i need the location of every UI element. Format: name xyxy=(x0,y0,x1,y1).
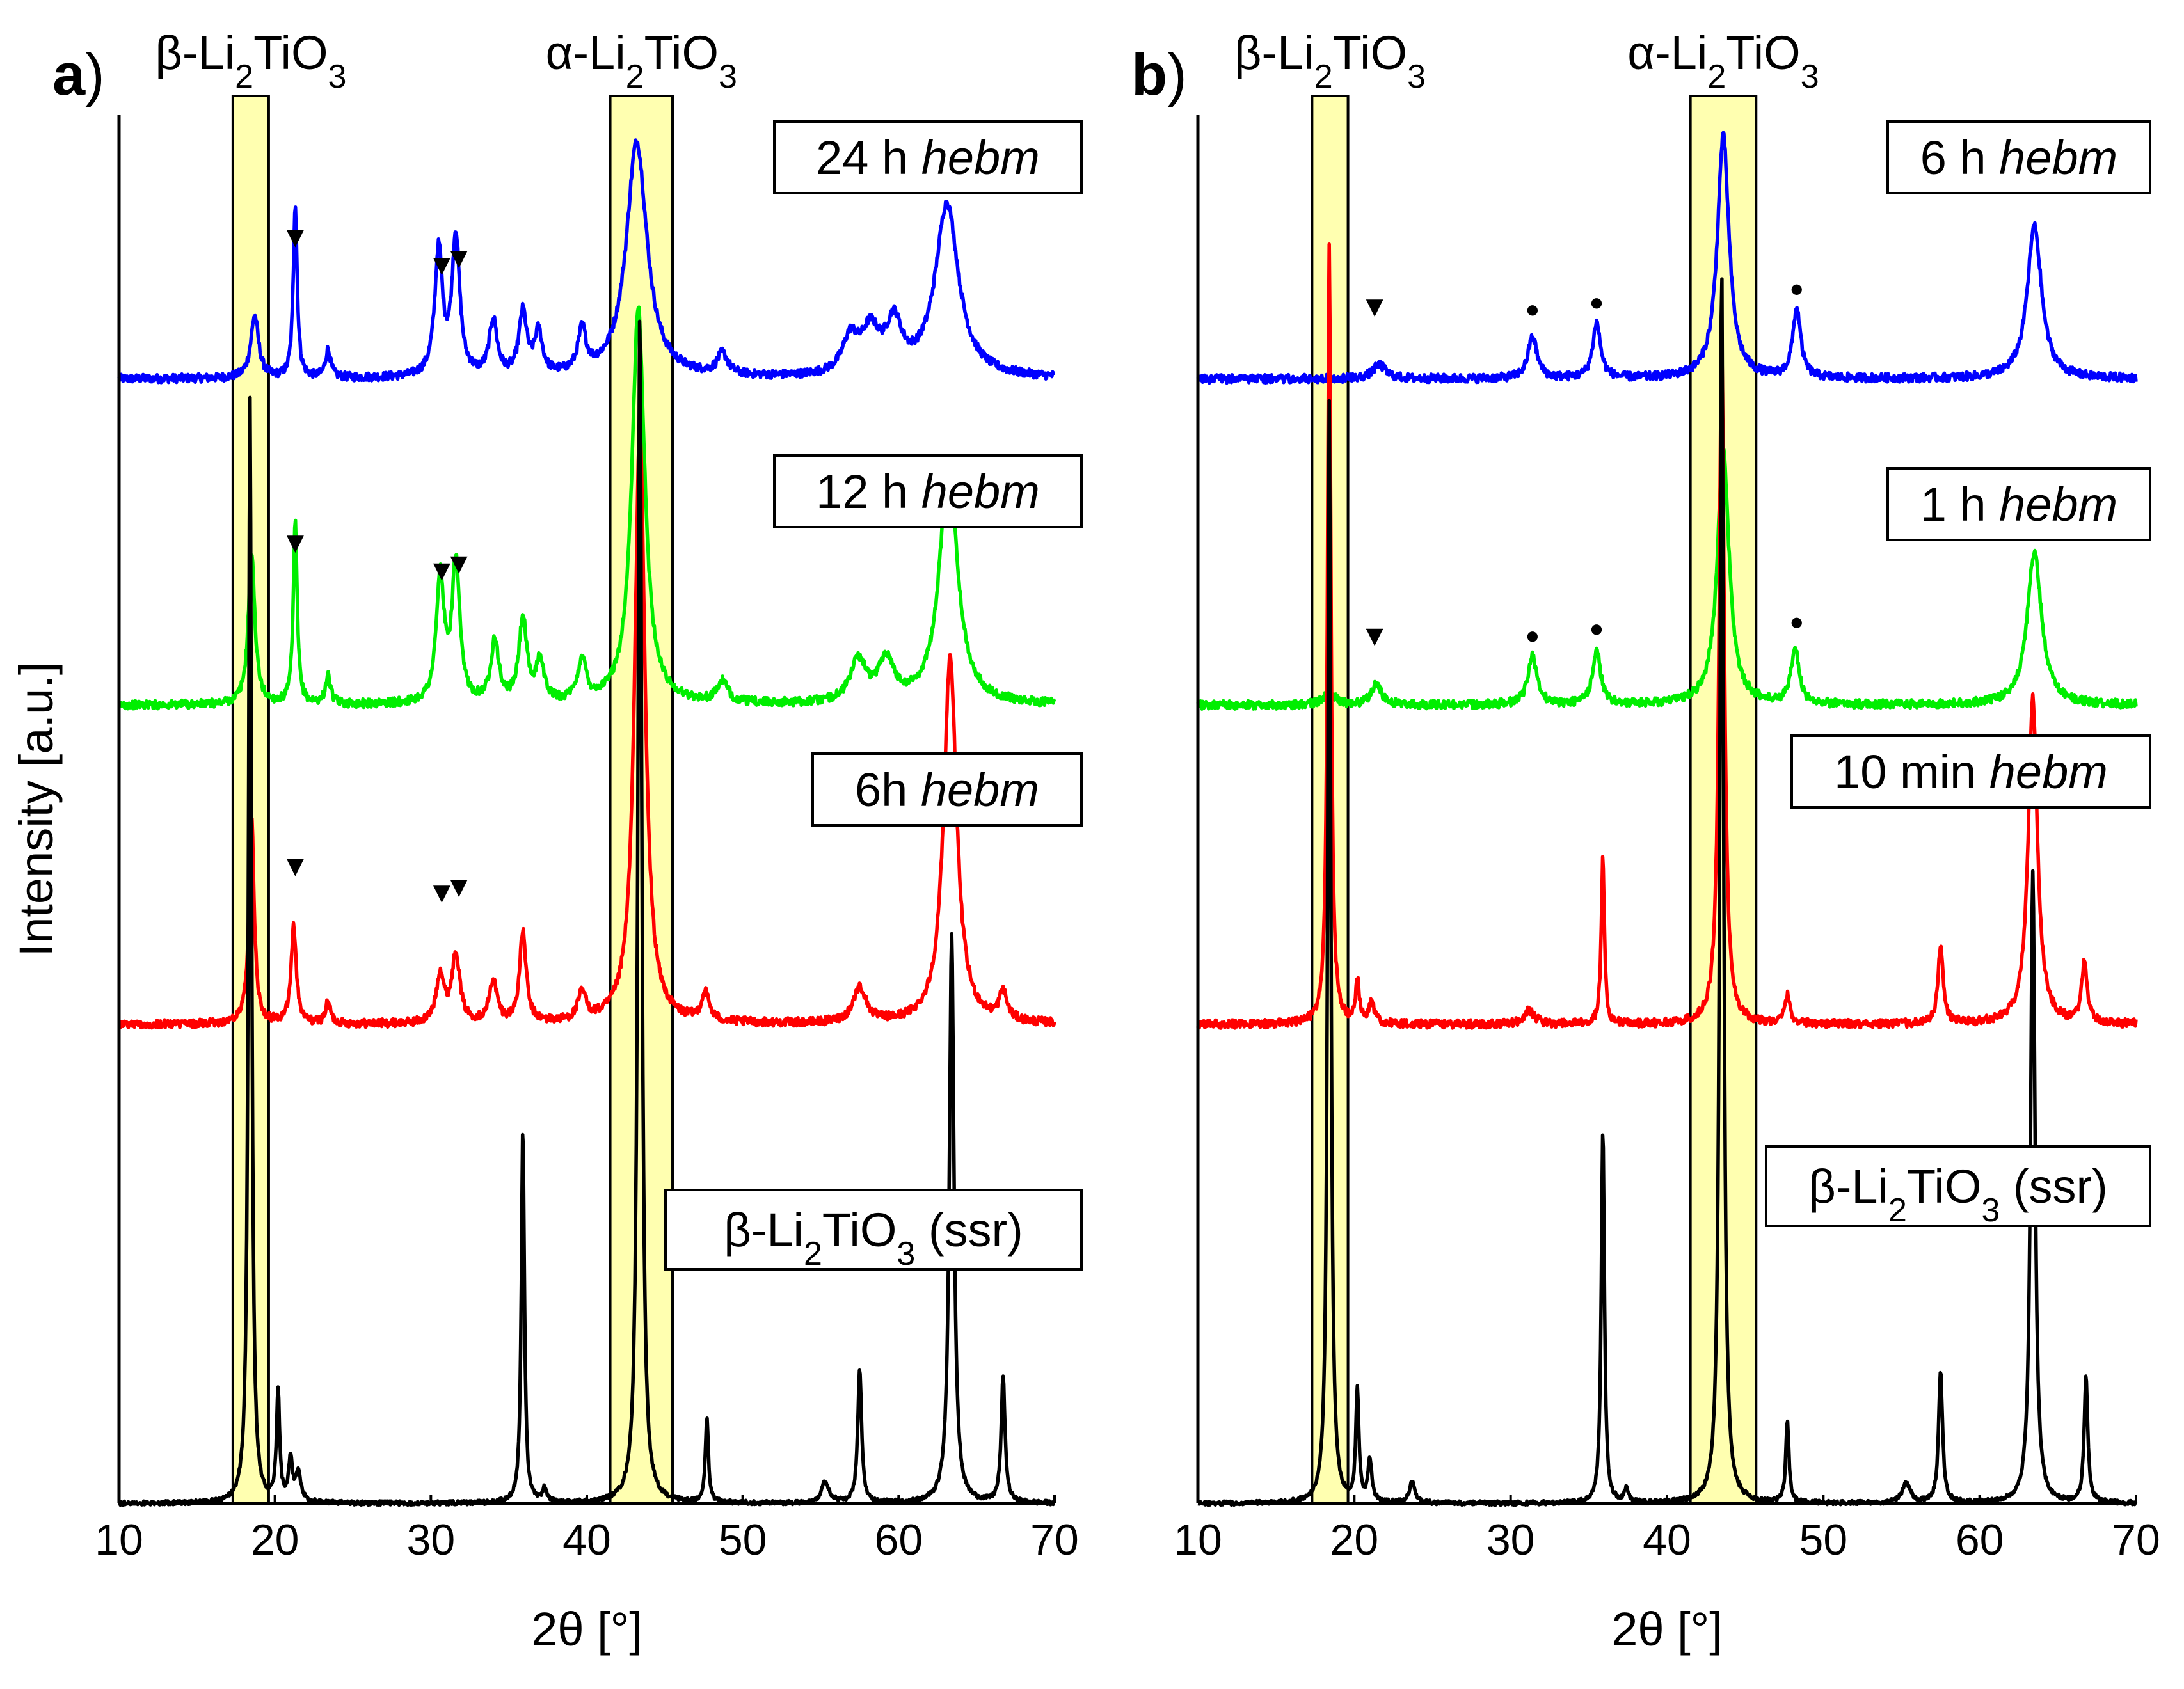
x-tick-label: 70 xyxy=(1030,1516,1079,1564)
x-tick-label: 20 xyxy=(251,1516,299,1564)
legend-box xyxy=(773,454,1083,528)
x-tick-label: 40 xyxy=(1643,1516,1691,1564)
legend-box xyxy=(1790,734,2151,809)
dot-marker: • xyxy=(1526,289,1539,332)
legend-box xyxy=(1765,1145,2151,1227)
legend-label: 10 min hebm xyxy=(1834,745,2108,798)
x-tick-label: 70 xyxy=(2112,1516,2160,1564)
triangle-marker: ▼ xyxy=(281,220,310,253)
legend-label: 1 h hebm xyxy=(1920,478,2118,531)
legend-box xyxy=(773,120,1083,194)
region-label-alpha: α-Li2TiO3 xyxy=(546,26,737,95)
triangle-marker: ▼ xyxy=(444,870,474,903)
dot-marker: • xyxy=(1526,615,1539,658)
x-tick-label: 50 xyxy=(1799,1516,1848,1564)
trace-6-h-hebm xyxy=(1196,131,2138,385)
triangle-marker: ▼ xyxy=(1360,290,1389,323)
panel-b: β-Li2TiO3 α-Li2TiO3 ▼ • • • 6 h hebm ▼ • • • 1 h he… xyxy=(1131,26,2160,1656)
x-tick-label: 30 xyxy=(1487,1516,1535,1564)
dot-marker: • xyxy=(1790,268,1803,311)
x-axis-title: 2θ [°] xyxy=(1611,1603,1723,1656)
x-tick-label: 60 xyxy=(1956,1516,2004,1564)
y-axis-title: Intensity [a.u.] xyxy=(10,662,63,957)
triangle-marker: ▼ xyxy=(1360,619,1389,652)
legend-label: 6h hebm xyxy=(855,763,1039,816)
triangle-marker: ▼ xyxy=(444,546,474,580)
dot-marker: • xyxy=(1590,282,1604,325)
trace-12-h-hebm xyxy=(117,305,1056,711)
legend-label: β-Li2TiO3 (ssr) xyxy=(724,1203,1023,1273)
triangle-marker: ▼ xyxy=(427,553,457,587)
x-tick-label: 20 xyxy=(1330,1516,1379,1564)
x-tick-label: 60 xyxy=(875,1516,923,1564)
region-label-beta: β-Li2TiO3 xyxy=(155,26,346,95)
triangle-marker: ▼ xyxy=(427,248,457,282)
legend-box xyxy=(664,1189,1083,1271)
x-tick-label: 10 xyxy=(1174,1516,1222,1564)
trace-10-min-hebm xyxy=(1196,242,2138,1030)
x-tick-label: 40 xyxy=(562,1516,611,1564)
region-label-alpha: α-Li2TiO3 xyxy=(1627,26,1819,95)
panel-letter: b) xyxy=(1131,42,1187,107)
legend-box xyxy=(811,752,1083,827)
legend-label: 24 h hebm xyxy=(816,131,1040,184)
triangle-marker: ▼ xyxy=(427,875,457,908)
legend-label: 6 h hebm xyxy=(1920,131,2118,184)
triangle-marker: ▼ xyxy=(281,849,310,882)
dot-marker: • xyxy=(1590,608,1604,651)
triangle-marker: ▼ xyxy=(444,241,474,274)
dot-marker: • xyxy=(1790,601,1803,644)
trace-24-h-hebm xyxy=(117,138,1056,385)
panel-a: β-Li2TiO3 α-Li2TiO3▼▼▼24 h hebm▼▼▼12 h he… xyxy=(10,26,1083,1656)
legend-label: 12 h hebm xyxy=(816,465,1040,518)
legend-box xyxy=(1886,467,2151,541)
trace-6h-hebm xyxy=(117,427,1056,1030)
legend-label: β-Li2TiO3 (ssr) xyxy=(1808,1160,2108,1229)
x-tick-label: 50 xyxy=(719,1516,767,1564)
x-tick-label: 10 xyxy=(95,1516,143,1564)
legend-box xyxy=(1886,120,2151,194)
x-tick-label: 30 xyxy=(407,1516,456,1564)
trace-1-h-hebm xyxy=(1196,447,2138,711)
region-label-beta: β-Li2TiO3 xyxy=(1234,26,1426,95)
x-axis-title: 2θ [°] xyxy=(531,1603,642,1656)
triangle-marker: ▼ xyxy=(281,526,310,559)
panel-letter: a) xyxy=(52,42,105,107)
